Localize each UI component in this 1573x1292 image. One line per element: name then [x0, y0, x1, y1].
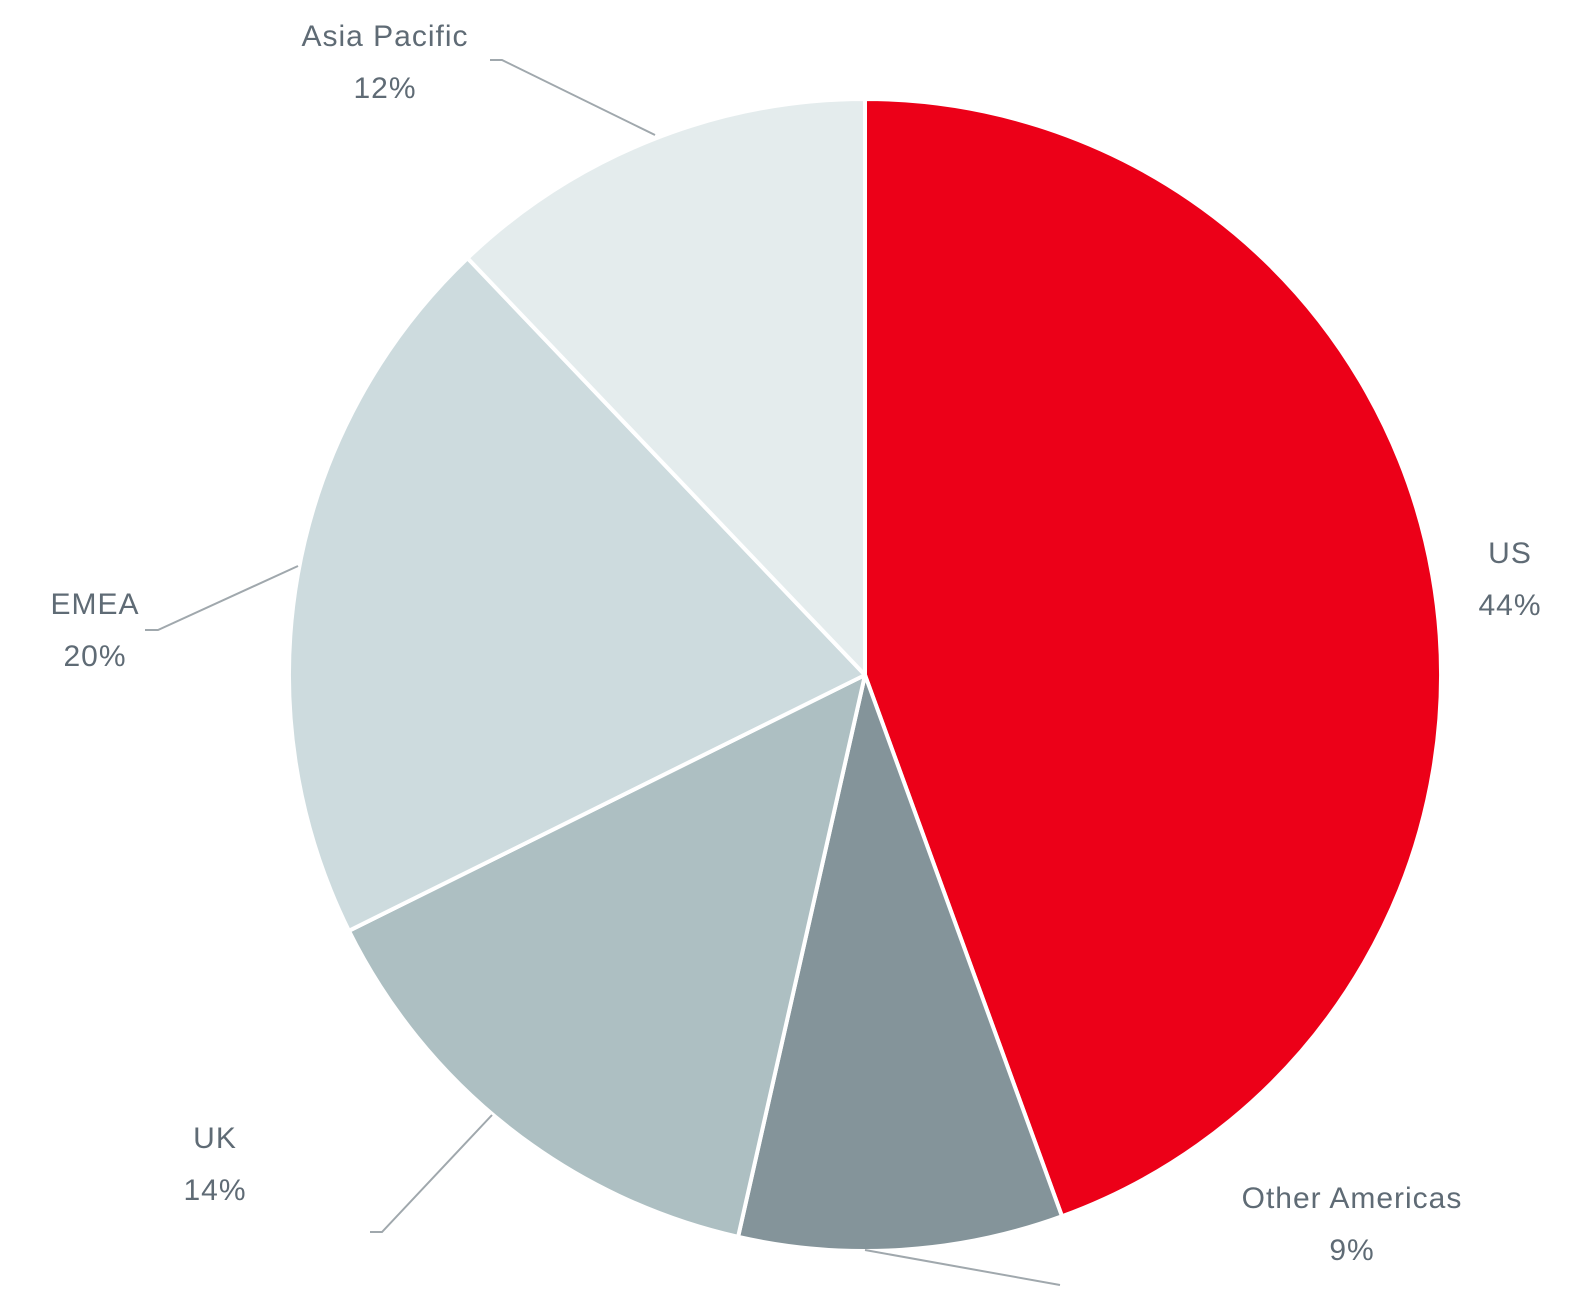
- slice-label: US: [1488, 537, 1532, 570]
- pie-slice: [465, 97, 867, 677]
- slice-value-label: 9%: [1329, 1234, 1374, 1267]
- slice-value-label: 14%: [183, 1174, 246, 1207]
- pie-slice: [287, 256, 867, 933]
- pie-slice: [863, 97, 1443, 1219]
- slice-label: Other Americas: [1242, 1182, 1463, 1215]
- leader-line: [145, 565, 299, 631]
- slice-value-label: 20%: [63, 640, 126, 673]
- slice-value-label: 12%: [353, 72, 416, 105]
- pie-slice: [346, 673, 867, 1239]
- slice-label: EMEA: [50, 588, 139, 621]
- pie-slice: [736, 673, 1064, 1253]
- leader-line: [490, 59, 656, 136]
- leader-line: [370, 1114, 493, 1233]
- slice-value-label: 44%: [1478, 589, 1541, 622]
- slice-label: UK: [193, 1122, 237, 1155]
- leader-line: [864, 1249, 1061, 1286]
- slice-label: Asia Pacific: [301, 20, 468, 53]
